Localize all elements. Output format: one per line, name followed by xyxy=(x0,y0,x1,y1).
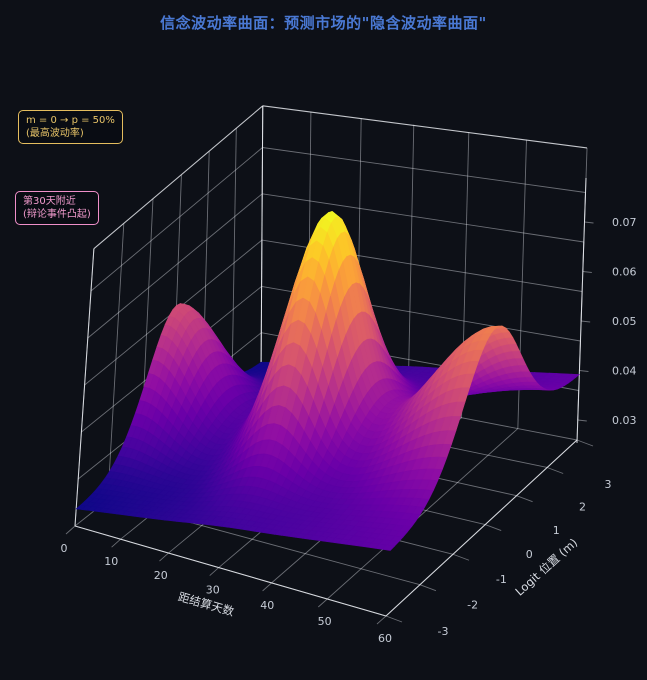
y-tick-label: 3 xyxy=(605,478,612,491)
x-tick-mark xyxy=(159,552,169,562)
z-tick-connector xyxy=(577,390,580,421)
y-axis-line xyxy=(385,439,578,617)
z-tick-label: 0.05 xyxy=(612,315,637,328)
y-tick-mark xyxy=(516,495,533,503)
box-edge-rightwall-top xyxy=(262,105,588,149)
z-tick-connector xyxy=(582,241,585,272)
y-tick-label: -1 xyxy=(496,573,507,586)
grid-line-rightwall-t xyxy=(407,124,415,408)
y-axis-title: Logit 位置 (m) xyxy=(512,535,580,598)
annotation-max-vol-box: m = 0 → p = 50% (最高波动率) xyxy=(18,110,123,144)
z-tick-connector xyxy=(580,291,583,322)
z-axis-line xyxy=(576,177,587,444)
box-edge-back-vertical xyxy=(260,105,264,380)
grid-line-leftwall-z xyxy=(87,193,263,339)
annotation-debate-line2: (辩论事件凸起) xyxy=(23,209,91,220)
z-tick-connector xyxy=(579,340,581,371)
x-tick-label: 40 xyxy=(260,599,274,612)
z-tick-label: 0.07 xyxy=(612,216,637,229)
annotation-max-vol-line1: m = 0 → p = 50% xyxy=(26,115,115,126)
x-axis-line xyxy=(74,525,387,617)
y-tick-mark xyxy=(419,584,437,592)
y-tick-label: 0 xyxy=(526,548,533,561)
x-tick-label: 50 xyxy=(318,615,332,628)
x-tick-label: 20 xyxy=(154,569,168,582)
annotation-max-vol-line2: (最高波动率) xyxy=(26,128,84,139)
annotation-debate-line1: 第30天附近 xyxy=(23,196,76,207)
annotation-debate-event-box: 第30天附近 (辩论事件凸起) xyxy=(15,191,99,225)
y-tick-label: 2 xyxy=(579,501,586,514)
grid-line-floor-t xyxy=(326,428,519,600)
page-title: 信念波动率曲面：预测市场的"隐含波动率曲面" xyxy=(160,14,487,32)
z-tick-connector xyxy=(584,192,586,223)
x-tick-mark xyxy=(317,598,328,608)
y-tick-mark xyxy=(452,553,470,561)
y-tick-mark xyxy=(385,615,403,623)
z-tick-mark xyxy=(582,271,592,273)
y-tick-label: 1 xyxy=(553,524,560,537)
surface-mesh xyxy=(75,211,581,551)
x-tick-mark xyxy=(65,525,76,535)
z-tick-mark xyxy=(581,320,591,323)
y-tick-label: -2 xyxy=(467,599,478,612)
x-tick-label: 30 xyxy=(206,584,220,597)
y-tick-mark xyxy=(547,467,564,474)
grid-line-leftwall-m xyxy=(231,128,237,403)
x-tick-label: 10 xyxy=(104,555,118,568)
z-tick-mark xyxy=(579,370,589,372)
z-tick-mark xyxy=(577,419,587,422)
box-edge-front-left-vertical xyxy=(74,248,95,527)
z-tick-label: 0.03 xyxy=(612,414,637,427)
x-tick-label: 60 xyxy=(378,632,392,645)
x-tick-mark xyxy=(209,567,220,576)
grid-line-leftwall-z xyxy=(90,147,263,292)
y-tick-label: -3 xyxy=(438,625,449,638)
x-tick-label: 0 xyxy=(61,542,68,555)
grid-line-rightwall-z xyxy=(262,147,586,193)
z-tick-mark xyxy=(584,221,594,224)
grid-line-rightwall-z xyxy=(262,193,584,243)
y-tick-mark xyxy=(485,524,502,532)
y-tick-mark xyxy=(576,439,594,447)
x-tick-mark xyxy=(262,582,272,592)
x-tick-mark xyxy=(111,538,121,548)
z-tick-label: 0.06 xyxy=(612,266,637,279)
z-tick-label: 0.04 xyxy=(612,365,637,378)
x-tick-mark xyxy=(376,615,387,625)
grid-line-leftwall-m xyxy=(107,223,125,501)
box-edge-leftwall-top xyxy=(93,105,264,250)
surface-facet xyxy=(382,544,396,551)
